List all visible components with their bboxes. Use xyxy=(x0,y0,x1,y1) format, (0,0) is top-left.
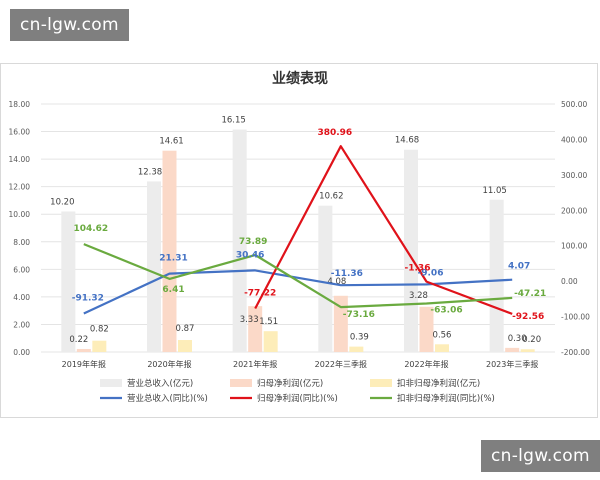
line-data-label: 4.07 xyxy=(508,262,530,272)
watermark-bottom-right: cn-lgw.com xyxy=(481,440,600,472)
bar-data-label: 0.22 xyxy=(69,335,88,345)
line-data-label: 73.89 xyxy=(239,237,267,247)
legend-swatch xyxy=(370,379,392,387)
bar xyxy=(435,344,449,352)
line-data-label: -73.16 xyxy=(343,310,375,320)
x-category-label: 2022年年报 xyxy=(404,359,448,369)
bar-data-label: 0.20 xyxy=(522,335,541,345)
y-right-tick-label: 300.00 xyxy=(561,171,587,180)
bar-data-label: 12.38 xyxy=(138,167,162,177)
line-data-label: 6.41 xyxy=(162,285,184,295)
bar-data-label: 0.82 xyxy=(90,325,109,335)
bar xyxy=(333,295,348,352)
line-data-label: -77.22 xyxy=(244,289,276,299)
bar xyxy=(61,211,76,352)
line-data-label: -47.21 xyxy=(514,289,546,299)
bar-data-label: 0.30 xyxy=(508,334,527,344)
bar-data-label: 10.20 xyxy=(50,197,74,207)
y-left-tick-label: 18.00 xyxy=(9,100,31,109)
bar-data-label: 16.15 xyxy=(221,115,245,125)
series-line xyxy=(83,269,513,315)
x-category-label: 2020年年报 xyxy=(147,359,191,369)
bar-data-label: 3.28 xyxy=(409,291,428,301)
y-right-tick-label: -100.00 xyxy=(561,313,590,322)
chart-title: 业绩表现 xyxy=(272,70,328,87)
bar xyxy=(520,349,535,352)
bar xyxy=(76,348,91,352)
x-category-label: 2021年年报 xyxy=(233,359,277,369)
watermark-top-left: cn-lgw.com xyxy=(10,9,129,41)
legend-label: 归母净利润(同比)(%) xyxy=(257,393,338,404)
bar-data-label: 0.87 xyxy=(176,324,195,334)
legend-label: 扣非归母净利润(同比)(%) xyxy=(397,393,495,404)
bar xyxy=(162,150,177,352)
bar xyxy=(505,347,520,352)
line-data-label: 21.31 xyxy=(159,254,187,264)
bar xyxy=(178,340,192,352)
bar xyxy=(489,199,504,352)
x-category-label: 2023年三季报 xyxy=(486,359,538,369)
line-data-label: 30.46 xyxy=(236,250,264,260)
y-left-tick-label: 8.00 xyxy=(13,238,30,247)
line-data-label: -63.06 xyxy=(430,305,462,315)
line-data-label: -11.36 xyxy=(331,269,363,279)
y-right-tick-label: 100.00 xyxy=(561,242,587,251)
y-left-tick-label: 6.00 xyxy=(13,265,30,274)
y-right-tick-label: 0.00 xyxy=(561,277,578,286)
line-data-label: -92.56 xyxy=(512,312,544,322)
bar xyxy=(419,306,434,352)
bar-data-label: 11.05 xyxy=(482,186,506,196)
y-left-tick-label: 16.00 xyxy=(9,128,31,137)
legend-label: 扣非归母净利润(亿元) xyxy=(397,378,480,389)
line-data-label: 104.62 xyxy=(73,224,108,234)
bar-data-label: 14.61 xyxy=(159,137,183,147)
series-line xyxy=(83,243,513,309)
line-data-label: 380.96 xyxy=(317,128,352,138)
y-left-tick-label: 0.00 xyxy=(13,348,30,357)
y-right-tick-label: 200.00 xyxy=(561,206,587,215)
bar-data-label: 0.39 xyxy=(350,333,369,343)
bar xyxy=(263,331,278,352)
legend-label: 归母净利润(亿元) xyxy=(257,378,323,389)
y-right-tick-label: -200.00 xyxy=(561,348,590,357)
x-category-label: 2022年三季报 xyxy=(315,359,367,369)
bar xyxy=(147,181,161,352)
bar xyxy=(349,346,364,352)
bar-data-label: 10.62 xyxy=(319,192,343,202)
y-left-tick-label: 4.00 xyxy=(13,293,30,302)
bar xyxy=(248,306,263,352)
y-left-tick-label: 10.00 xyxy=(9,210,31,219)
bar-data-label: 1.51 xyxy=(259,317,278,327)
series-line xyxy=(254,145,513,315)
line-data-label: -1.36 xyxy=(405,264,431,274)
legend-swatch xyxy=(230,379,252,387)
bar-data-label: 0.56 xyxy=(433,330,452,340)
bar-data-label: 4.08 xyxy=(327,277,346,287)
y-right-tick-label: 400.00 xyxy=(561,135,587,144)
y-left-tick-label: 12.00 xyxy=(9,183,31,192)
legend-label: 营业总收入(亿元) xyxy=(127,378,193,389)
line-data-label: -91.32 xyxy=(72,293,104,303)
legend-label: 营业总收入(同比)(%) xyxy=(127,393,208,404)
legend-swatch xyxy=(100,379,122,387)
y-left-tick-label: 2.00 xyxy=(13,320,30,329)
y-right-tick-label: 500.00 xyxy=(561,100,587,109)
bar xyxy=(318,205,333,352)
bar xyxy=(232,129,247,352)
bar xyxy=(404,149,418,352)
bar-data-label: 14.68 xyxy=(395,136,419,146)
bar xyxy=(92,340,107,352)
x-category-label: 2019年年报 xyxy=(62,359,106,369)
line-data-label: -9.06 xyxy=(418,268,444,278)
y-left-tick-label: 14.00 xyxy=(9,155,31,164)
bar-data-label: 3.33 xyxy=(240,315,259,325)
